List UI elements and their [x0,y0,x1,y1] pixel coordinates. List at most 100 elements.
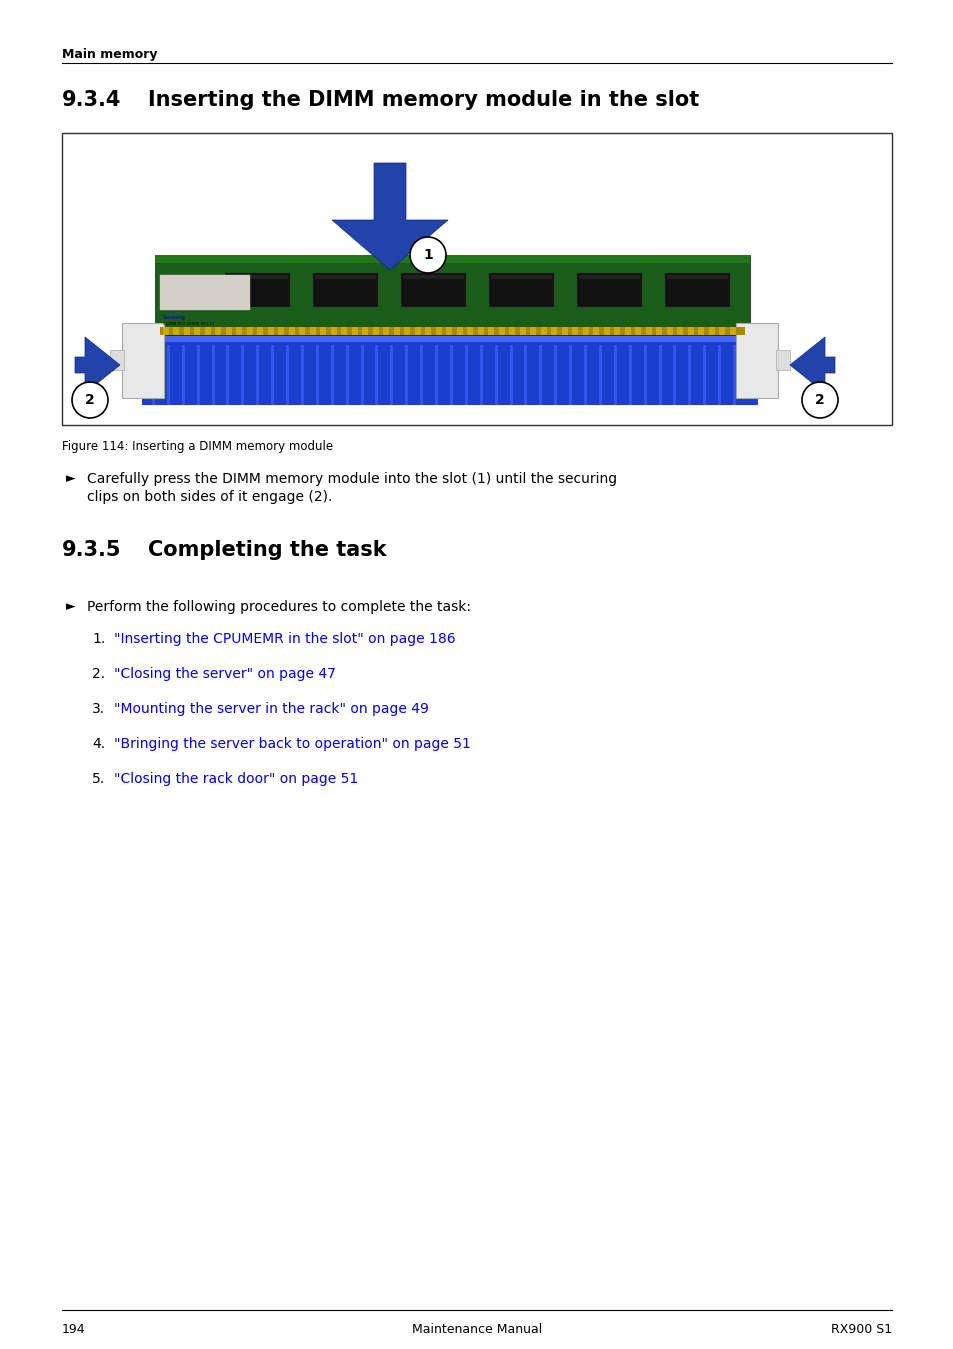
Circle shape [801,382,837,418]
Text: 3.: 3. [91,701,105,716]
Text: Samsung: Samsung [163,316,186,320]
Bar [289,326,294,335]
Bar [362,326,368,335]
Bar [375,345,378,405]
Bar [645,326,651,335]
Bar [404,326,410,335]
Bar [225,272,290,308]
Text: Inserting the DIMM memory module in the slot: Inserting the DIMM memory module in the … [148,90,699,111]
Bar [775,349,789,370]
Bar [456,326,462,335]
Bar [614,345,617,405]
Bar [194,326,200,335]
Bar [435,345,437,405]
Text: ►: ► [66,472,75,486]
Bar [278,326,284,335]
Bar [479,345,482,405]
Bar [598,345,601,405]
Polygon shape [332,163,448,270]
Bar [320,326,326,335]
Text: 1.: 1. [91,631,105,646]
Bar [405,345,408,405]
Bar [154,255,749,335]
Text: "Closing the rack door" on page 51: "Closing the rack door" on page 51 [113,772,358,786]
Bar [341,326,347,335]
Bar [664,272,729,308]
Bar [666,326,672,335]
Bar [402,275,463,279]
Text: clips on both sides of it engage (2).: clips on both sides of it engage (2). [87,490,332,505]
Text: 2: 2 [85,393,94,407]
Bar [489,272,554,308]
Bar [226,326,232,335]
Bar [538,345,542,405]
Bar [488,326,494,335]
Bar [702,345,705,405]
Bar [173,326,179,335]
Bar [735,322,778,398]
Text: Maintenance Manual: Maintenance Manual [412,1323,541,1336]
Bar [658,345,661,405]
Bar [345,345,349,405]
Bar [530,326,536,335]
Bar [687,326,693,335]
Text: 2: 2 [814,393,824,407]
Bar [299,326,305,335]
Bar [708,326,714,335]
Text: ►: ► [66,600,75,612]
Bar [688,345,691,405]
Bar [394,326,399,335]
Bar [314,275,375,279]
Bar [495,345,497,405]
Bar [464,345,467,405]
Text: RX900 S1: RX900 S1 [830,1323,891,1336]
Bar [677,326,682,335]
Text: 194: 194 [62,1323,86,1336]
Bar [160,275,250,310]
Bar [310,326,315,335]
Text: Figure 114: Inserting a DIMM memory module: Figure 114: Inserting a DIMM memory modu… [62,440,333,453]
Text: Main memory: Main memory [62,49,157,61]
Bar [603,326,609,335]
Bar [732,345,736,405]
Bar [268,326,274,335]
Bar [656,326,661,335]
Bar [236,326,242,335]
Bar [719,326,724,335]
Bar [215,326,221,335]
FancyBboxPatch shape [62,134,891,425]
Bar [436,326,441,335]
Bar [247,326,253,335]
Bar [160,326,744,335]
Bar [491,275,552,279]
Bar [286,345,289,405]
Bar [122,322,164,398]
Text: 9.3.4: 9.3.4 [62,90,121,111]
Bar [271,345,274,405]
Text: 512MB PC2-3200E-333-12: 512MB PC2-3200E-333-12 [163,322,214,326]
Bar [352,326,357,335]
Bar [582,326,588,335]
Bar [477,326,483,335]
Bar [331,326,336,335]
Bar [360,345,363,405]
Bar [446,326,452,335]
Text: 5.: 5. [91,772,105,786]
Bar [673,345,676,405]
Polygon shape [75,337,120,393]
Bar [154,255,749,263]
Text: 4.: 4. [91,737,105,751]
Text: "Closing the server" on page 47: "Closing the server" on page 47 [113,666,335,681]
Bar [184,326,190,335]
Bar [241,345,244,405]
Bar [698,326,703,335]
Bar [524,345,527,405]
Bar [110,349,124,370]
Bar [729,326,735,335]
Bar [390,345,393,405]
Bar [666,275,727,279]
Bar [554,345,557,405]
Bar [212,345,214,405]
Bar [142,331,758,405]
Polygon shape [789,337,834,393]
